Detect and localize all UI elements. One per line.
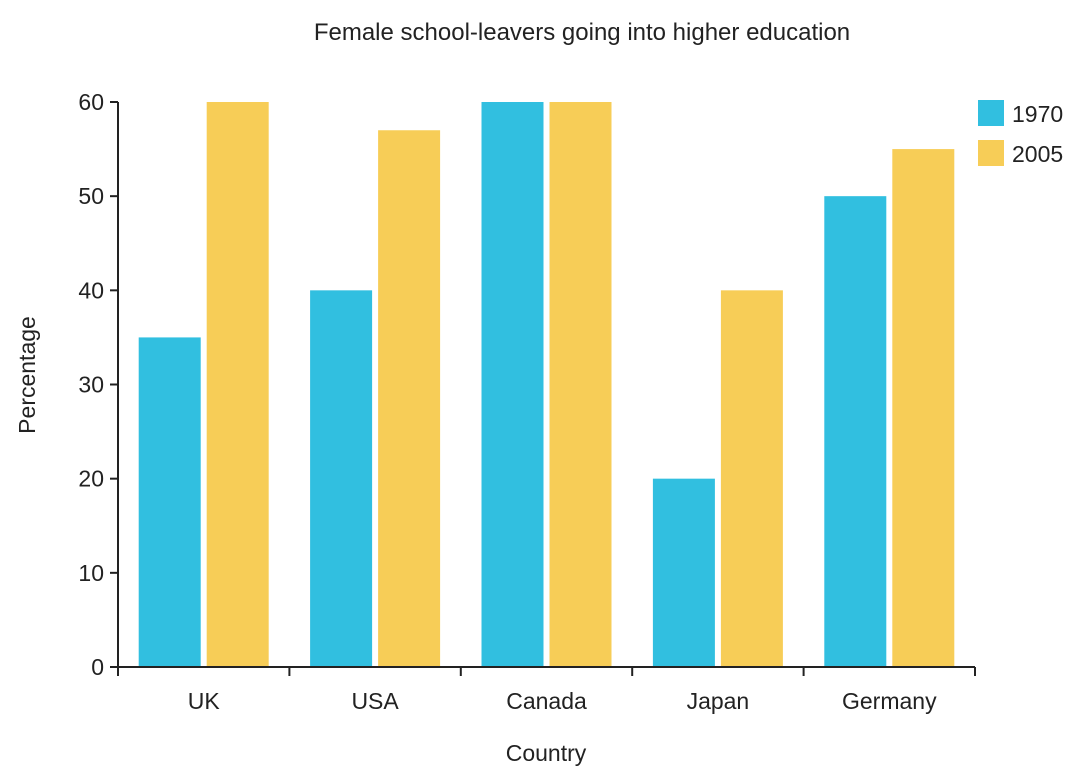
y-tick-label: 40: [78, 277, 104, 303]
bar-uk-2005: [206, 102, 269, 667]
y-tick-label: 50: [78, 183, 104, 209]
bar-usa-2005: [378, 130, 441, 667]
x-tick-label: Canada: [506, 688, 587, 714]
x-tick-label: USA: [351, 688, 399, 714]
legend-swatch-1970: [978, 100, 1004, 126]
x-tick-label: Germany: [842, 688, 937, 714]
bar-canada-1970: [481, 102, 544, 667]
y-axis-title: Percentage: [14, 316, 40, 434]
bar-canada-2005: [549, 102, 612, 667]
y-tick-label: 60: [78, 89, 104, 115]
bar-germany-1970: [824, 196, 887, 667]
x-tick-label: UK: [188, 688, 221, 714]
bar-japan-1970: [652, 478, 715, 667]
y-tick-label: 20: [78, 466, 104, 492]
bars-group: [138, 102, 955, 668]
x-axis-title: Country: [506, 740, 587, 766]
legend: 1970 2005: [978, 100, 1063, 167]
legend-label-1970: 1970: [1012, 101, 1063, 127]
legend-swatch-2005: [978, 140, 1004, 166]
bar-germany-2005: [892, 149, 955, 668]
y-ticks: 0 10 20 30 40 50 60: [78, 89, 118, 680]
bar-uk-1970: [138, 337, 201, 667]
y-tick-label: 30: [78, 372, 104, 398]
bar-usa-1970: [310, 290, 373, 667]
bar-japan-2005: [720, 290, 783, 667]
x-ticks: UK USA Canada Japan Germany: [117, 667, 976, 714]
y-tick-label: 10: [78, 560, 104, 586]
x-tick-label: Japan: [687, 688, 750, 714]
chart-title: Female school-leavers going into higher …: [314, 19, 850, 46]
legend-label-2005: 2005: [1012, 141, 1063, 167]
y-tick-label: 0: [91, 654, 104, 680]
